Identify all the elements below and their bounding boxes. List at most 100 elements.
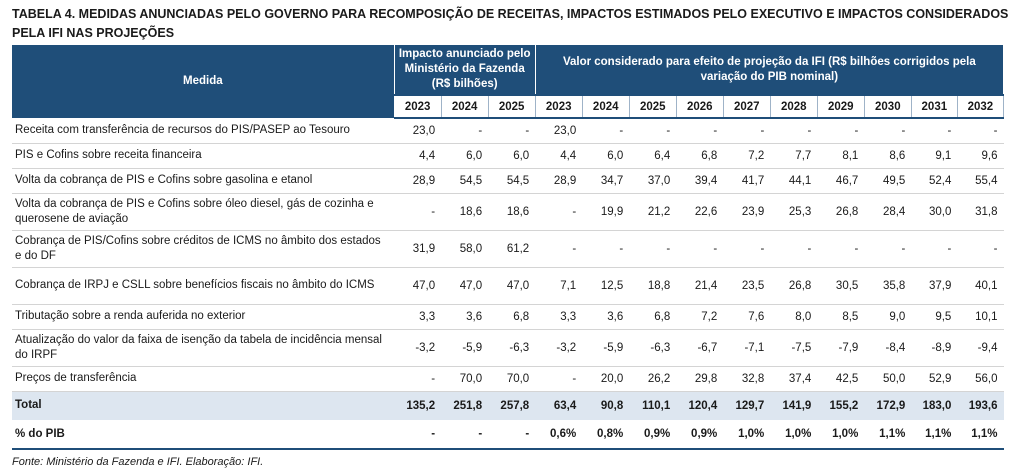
table-title: TABELA 4. MEDIDAS ANUNCIADAS PELO GOVERN… xyxy=(12,7,1009,40)
value-cell: 0,8% xyxy=(582,420,630,450)
value-cell: -8,9 xyxy=(911,329,958,367)
value-cell: 26,8 xyxy=(817,193,865,231)
value-cell: - xyxy=(864,118,912,144)
value-cell: 47,0 xyxy=(488,267,536,305)
year-header: 2031 xyxy=(911,94,958,119)
value-cell: 7,1 xyxy=(535,267,583,305)
value-cell: 52,9 xyxy=(911,366,958,392)
value-cell: 23,0 xyxy=(394,118,442,144)
value-cell: - xyxy=(770,118,818,144)
value-cell: 1,1% xyxy=(864,420,912,450)
value-cell: 120,4 xyxy=(676,391,724,420)
row-label: Receita com transferência de recursos do… xyxy=(12,118,395,144)
value-cell: 1,0% xyxy=(723,420,771,450)
year-header: 2030 xyxy=(864,94,912,119)
value-cell: 257,8 xyxy=(488,391,536,420)
value-cell: - xyxy=(957,118,1004,144)
value-cell: 6,4 xyxy=(629,143,677,169)
row-label: Total xyxy=(12,391,395,420)
value-cell: - xyxy=(676,118,724,144)
year-header: 2028 xyxy=(770,94,818,119)
value-cell: 6,0 xyxy=(582,143,630,169)
table-row: Atualização do valor da faixa de isenção… xyxy=(12,329,1004,367)
value-cell: 46,7 xyxy=(817,168,865,194)
value-cell: 23,5 xyxy=(723,267,771,305)
value-cell: -5,9 xyxy=(582,329,630,367)
value-cell: 1,1% xyxy=(957,420,1004,450)
value-cell: -7,9 xyxy=(817,329,865,367)
value-cell: 18,6 xyxy=(441,193,489,231)
value-cell: 61,2 xyxy=(488,230,536,268)
value-cell: 3,6 xyxy=(441,304,489,330)
value-cell: -6,3 xyxy=(488,329,536,367)
value-cell: 8,6 xyxy=(864,143,912,169)
value-cell: 37,0 xyxy=(629,168,677,194)
value-cell: 23,0 xyxy=(535,118,583,144)
value-cell: - xyxy=(817,230,865,268)
value-cell: 29,8 xyxy=(676,366,724,392)
value-cell: 21,4 xyxy=(676,267,724,305)
value-cell: - xyxy=(770,230,818,268)
value-cell: 18,8 xyxy=(629,267,677,305)
value-cell: 1,1% xyxy=(911,420,958,450)
value-cell: -5,9 xyxy=(441,329,489,367)
value-cell: - xyxy=(676,230,724,268)
value-cell: 55,4 xyxy=(957,168,1004,194)
value-cell: 49,5 xyxy=(864,168,912,194)
value-cell: 47,0 xyxy=(441,267,489,305)
row-label: Cobrança de IRPJ e CSLL sobre benefícios… xyxy=(12,267,395,305)
year-header: 2023 xyxy=(535,94,583,119)
revenue-measures-table: Medida Impacto anunciado pelo Ministério… xyxy=(12,45,1005,450)
value-cell: 8,0 xyxy=(770,304,818,330)
value-cell: - xyxy=(582,230,630,268)
value-cell: 193,6 xyxy=(957,391,1004,420)
value-cell: 52,4 xyxy=(911,168,958,194)
table-row: Total 135,2 251,8 257,8 63,4 90,8 110,1 120,4 12… xyxy=(12,391,1004,420)
value-cell: 10,1 xyxy=(957,304,1004,330)
value-cell: 30,0 xyxy=(911,193,958,231)
value-cell: - xyxy=(441,420,489,450)
value-cell: - xyxy=(957,230,1004,268)
value-cell: 6,0 xyxy=(441,143,489,169)
value-cell: -3,2 xyxy=(535,329,583,367)
value-cell: - xyxy=(441,118,489,144)
value-cell: 63,4 xyxy=(535,391,583,420)
value-cell: 31,9 xyxy=(394,230,442,268)
value-cell: 155,2 xyxy=(817,391,865,420)
value-cell: - xyxy=(535,193,583,231)
value-cell: - xyxy=(488,420,536,450)
value-cell: 54,5 xyxy=(441,168,489,194)
year-header: 2024 xyxy=(441,94,489,119)
value-cell: 25,3 xyxy=(770,193,818,231)
table-row: Volta da cobrança de PIS e Cofins sobre … xyxy=(12,193,1004,231)
value-cell: 28,9 xyxy=(394,168,442,194)
value-cell: 110,1 xyxy=(629,391,677,420)
value-cell: 0,9% xyxy=(629,420,677,450)
row-label: PIS e Cofins sobre receita financeira xyxy=(12,143,395,169)
value-cell: - xyxy=(911,230,958,268)
value-cell: 54,5 xyxy=(488,168,536,194)
value-cell: - xyxy=(394,366,442,392)
value-cell: 7,6 xyxy=(723,304,771,330)
row-label: Preços de transferência xyxy=(12,366,395,392)
table-row: Receita com transferência de recursos do… xyxy=(12,118,1004,144)
value-cell: - xyxy=(488,118,536,144)
value-cell: 7,2 xyxy=(676,304,724,330)
table-row: Cobrança de PIS/Cofins sobre créditos de… xyxy=(12,230,1004,268)
value-cell: 4,4 xyxy=(535,143,583,169)
year-header: 2032 xyxy=(957,94,1005,119)
value-cell: 30,5 xyxy=(817,267,865,305)
value-cell: 50,0 xyxy=(864,366,912,392)
value-cell: 34,7 xyxy=(582,168,630,194)
year-header: 2026 xyxy=(676,94,724,119)
table-row: Cobrança de IRPJ e CSLL sobre benefícios… xyxy=(12,267,1004,305)
table-row: Volta da cobrança de PIS e Cofins sobre … xyxy=(12,168,1004,194)
value-cell: 9,5 xyxy=(911,304,958,330)
value-cell: 6,8 xyxy=(629,304,677,330)
value-cell: 58,0 xyxy=(441,230,489,268)
year-header: 2025 xyxy=(629,94,677,119)
value-cell: -3,2 xyxy=(394,329,442,367)
value-cell: 37,9 xyxy=(911,267,958,305)
value-cell: -8,4 xyxy=(864,329,912,367)
value-cell: - xyxy=(535,230,583,268)
